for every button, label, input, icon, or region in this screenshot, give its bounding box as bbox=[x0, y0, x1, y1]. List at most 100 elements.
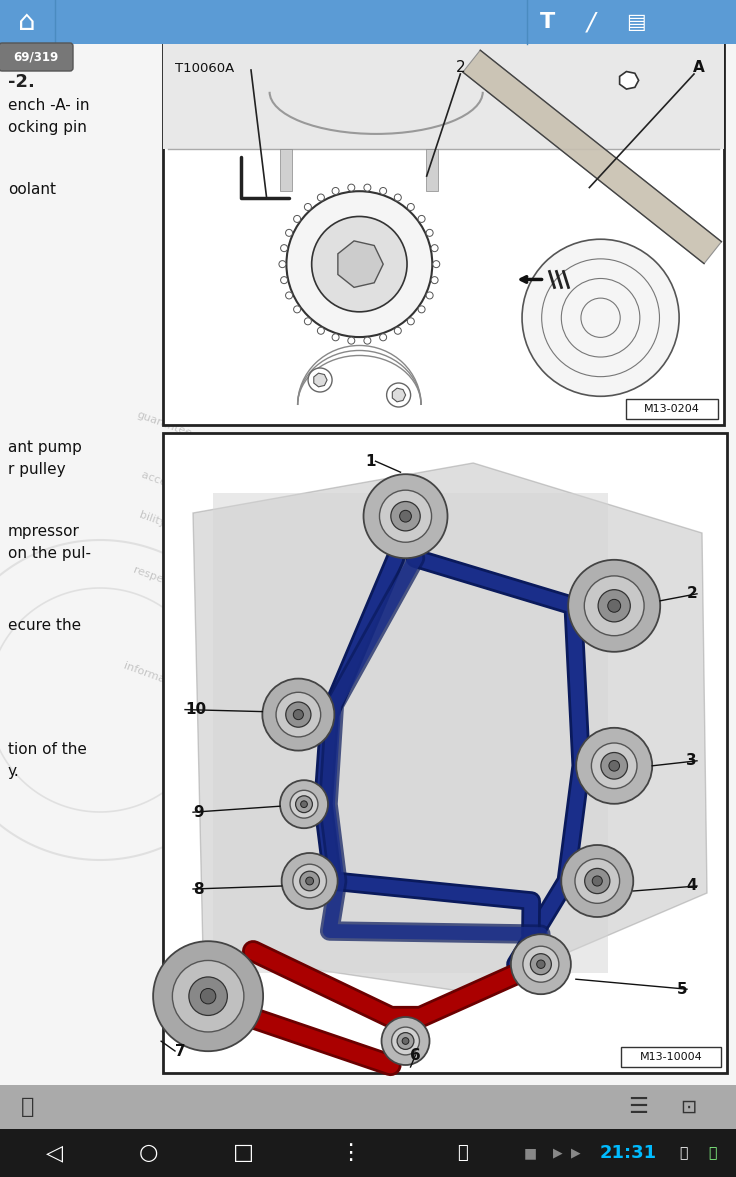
Circle shape bbox=[592, 743, 637, 789]
Text: 10: 10 bbox=[185, 703, 206, 717]
Text: 2: 2 bbox=[456, 60, 465, 75]
Text: M13-10004: M13-10004 bbox=[640, 1052, 702, 1062]
Text: r pulley: r pulley bbox=[8, 463, 66, 477]
Text: ▶: ▶ bbox=[553, 1146, 563, 1159]
Text: 2: 2 bbox=[686, 586, 697, 601]
Bar bbox=[163, 42, 724, 149]
Text: accept any: accept any bbox=[140, 470, 201, 500]
Text: 6: 6 bbox=[410, 1048, 421, 1063]
Circle shape bbox=[523, 946, 559, 982]
Circle shape bbox=[407, 204, 414, 211]
Circle shape bbox=[592, 876, 602, 886]
Text: ○: ○ bbox=[138, 1143, 158, 1163]
Polygon shape bbox=[463, 51, 721, 264]
Text: ■: ■ bbox=[523, 1146, 537, 1161]
Text: -2.: -2. bbox=[8, 73, 35, 91]
Circle shape bbox=[280, 780, 328, 829]
Circle shape bbox=[391, 501, 420, 531]
Circle shape bbox=[392, 1028, 420, 1055]
Bar bbox=[0, 1085, 736, 1129]
Circle shape bbox=[537, 960, 545, 969]
Circle shape bbox=[433, 260, 440, 267]
Circle shape bbox=[386, 383, 411, 407]
Circle shape bbox=[293, 864, 327, 898]
Bar bbox=[0, 1129, 736, 1177]
Circle shape bbox=[397, 1032, 414, 1050]
Circle shape bbox=[400, 511, 411, 523]
Text: 3: 3 bbox=[687, 753, 697, 769]
Text: y.: y. bbox=[8, 764, 20, 779]
Circle shape bbox=[317, 194, 325, 201]
Circle shape bbox=[282, 853, 338, 909]
Circle shape bbox=[290, 790, 318, 818]
Circle shape bbox=[402, 1038, 409, 1044]
Text: ench -A- in: ench -A- in bbox=[8, 98, 90, 113]
Circle shape bbox=[609, 760, 620, 771]
Circle shape bbox=[380, 187, 386, 194]
Bar bbox=[213, 493, 608, 973]
Circle shape bbox=[332, 187, 339, 194]
Circle shape bbox=[522, 239, 679, 397]
Circle shape bbox=[431, 277, 438, 284]
Text: 1: 1 bbox=[365, 453, 375, 468]
FancyBboxPatch shape bbox=[0, 44, 73, 71]
Circle shape bbox=[598, 590, 630, 621]
Bar bbox=[163, 42, 724, 425]
Text: tion of the: tion of the bbox=[8, 742, 87, 757]
Text: ◁: ◁ bbox=[46, 1143, 63, 1163]
Circle shape bbox=[262, 679, 334, 751]
Bar bbox=[626, 399, 718, 419]
Text: ant pump: ant pump bbox=[8, 440, 82, 455]
Circle shape bbox=[280, 245, 288, 252]
Circle shape bbox=[364, 337, 371, 344]
Text: ocking pin: ocking pin bbox=[8, 120, 87, 135]
Circle shape bbox=[153, 942, 263, 1051]
Circle shape bbox=[280, 277, 288, 284]
Circle shape bbox=[364, 474, 447, 558]
Circle shape bbox=[394, 327, 401, 334]
Text: guarantee: guarantee bbox=[135, 410, 193, 439]
Text: ▶: ▶ bbox=[571, 1146, 581, 1159]
Circle shape bbox=[286, 191, 432, 337]
Polygon shape bbox=[338, 241, 383, 287]
Polygon shape bbox=[193, 463, 707, 993]
Circle shape bbox=[531, 953, 551, 975]
Text: 4: 4 bbox=[687, 878, 697, 893]
Text: information in: information in bbox=[122, 660, 199, 696]
Circle shape bbox=[300, 871, 319, 891]
Text: 🔋: 🔋 bbox=[708, 1146, 716, 1161]
Circle shape bbox=[426, 230, 433, 237]
Text: 21:31: 21:31 bbox=[599, 1144, 657, 1162]
Circle shape bbox=[296, 796, 312, 812]
Circle shape bbox=[575, 859, 620, 903]
Circle shape bbox=[511, 935, 571, 995]
Circle shape bbox=[381, 1017, 430, 1065]
Circle shape bbox=[305, 318, 311, 325]
Circle shape bbox=[294, 215, 300, 222]
Text: ⊡: ⊡ bbox=[680, 1097, 696, 1117]
Text: ecure the: ecure the bbox=[8, 618, 81, 633]
Circle shape bbox=[431, 245, 438, 252]
Circle shape bbox=[348, 337, 355, 344]
Circle shape bbox=[276, 692, 321, 737]
Circle shape bbox=[608, 599, 620, 612]
Circle shape bbox=[279, 260, 286, 267]
Circle shape bbox=[380, 334, 386, 341]
Circle shape bbox=[200, 989, 216, 1004]
Text: ⌂: ⌂ bbox=[18, 8, 36, 36]
Text: ▤: ▤ bbox=[626, 12, 646, 32]
Circle shape bbox=[576, 727, 652, 804]
Text: 5: 5 bbox=[676, 982, 687, 997]
Circle shape bbox=[426, 292, 433, 299]
Circle shape bbox=[332, 334, 339, 341]
Text: bility w: bility w bbox=[138, 510, 179, 533]
Circle shape bbox=[317, 327, 325, 334]
Text: oolant: oolant bbox=[8, 182, 56, 197]
Bar bbox=[426, 149, 438, 191]
Circle shape bbox=[286, 292, 293, 299]
Polygon shape bbox=[620, 72, 639, 89]
Circle shape bbox=[394, 194, 401, 201]
Text: ☰: ☰ bbox=[628, 1097, 648, 1117]
Circle shape bbox=[294, 710, 303, 719]
Circle shape bbox=[584, 576, 644, 636]
